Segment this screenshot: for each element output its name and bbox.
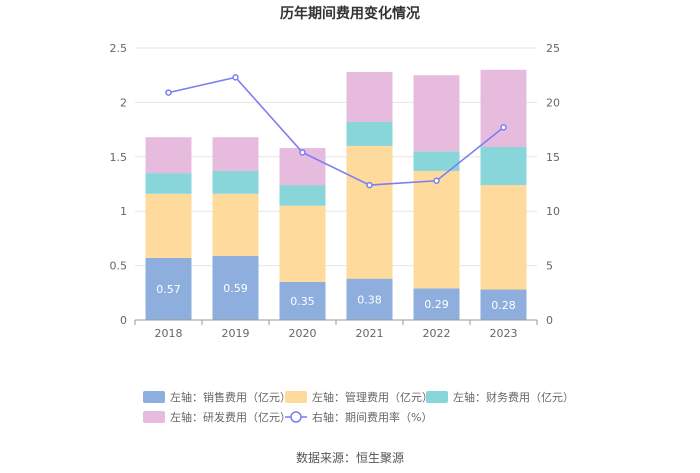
rate-point [366,181,373,189]
x-tick-label: 2022 [423,327,451,340]
bar-segment [212,170,259,194]
legend-label: 左轴：研发费用（亿元） [170,410,291,424]
legend-swatch [285,391,307,403]
bar-segment [413,75,460,152]
left-tick-label: 0.5 [110,260,128,273]
bar-data-label: 0.28 [491,299,516,312]
bar-segment [480,289,527,320]
bar-segment [279,185,326,206]
bar-segment [346,71,393,122]
bar-data-label: 0.35 [290,295,315,308]
legend-marker [290,411,302,423]
bar-segment [212,255,259,320]
bar-segment [145,137,192,174]
line-series [165,74,507,189]
x-tick-label: 2019 [222,327,250,340]
bar-segment [413,170,460,289]
legend-item[interactable]: 右轴：期间费用率（%） [285,410,432,424]
bar-segment [480,185,527,290]
rate-point [500,124,507,131]
legend-label: 右轴：期间费用率（%） [312,410,432,424]
bar-segment [145,173,192,194]
rate-point [232,74,239,81]
left-tick-label: 1 [120,205,127,218]
bar-segment [413,288,460,320]
left-tick-label: 2 [120,96,127,109]
bar-data-label: 0.29 [424,298,449,311]
right-tick-label: 0 [546,314,553,327]
bar-series: 0.57 0.59 0.35 0.38 0.29 0.28 [145,69,527,320]
x-axis: 2018 2019 2020 2021 2022 2023 [134,320,538,340]
bar-data-label: 0.57 [156,283,181,296]
legend-label: 左轴：财务费用（亿元） [453,390,574,404]
bar-segment [480,69,527,148]
bar-segment [346,121,393,146]
right-axis: 0 5 10 15 20 25 [546,42,560,327]
right-tick-label: 15 [546,151,560,164]
bar-segment [346,145,393,279]
bar-segment [346,278,393,320]
x-tick-label: 2021 [356,327,384,340]
bar-segment [145,257,192,320]
legend-swatch [143,411,165,423]
x-tick-label: 2018 [155,327,183,340]
legend-label: 左轴：管理费用（亿元） [312,390,433,404]
left-tick-label: 0 [120,314,127,327]
legend: 左轴：销售费用（亿元） 左轴：管理费用（亿元） 左轴：财务费用（亿元） 左轴：研发费用… [143,390,574,424]
legend-label: 左轴：销售费用（亿元） [170,390,291,404]
bar-segment [413,151,460,171]
source-note: 数据来源：恒生聚源 [296,450,404,465]
bar-segment [212,193,259,256]
bar-segment [480,147,527,186]
bar-data-label: 0.59 [223,282,248,295]
x-tick-label: 2020 [289,327,317,340]
rate-point [299,149,306,156]
rate-point [433,177,440,184]
legend-swatch [143,391,165,403]
legend-item[interactable]: 左轴：管理费用（亿元） [285,390,433,404]
legend-swatch [426,391,448,403]
left-tick-label: 2.5 [110,42,128,55]
x-tick-label: 2023 [490,327,518,340]
grid-lines [135,47,537,267]
chart-title: 历年期间费用变化情况 [280,5,420,22]
legend-item[interactable]: 左轴：销售费用（亿元） [143,390,291,404]
right-tick-label: 10 [546,205,560,218]
bar-segment [212,137,259,171]
rate-line [168,76,504,186]
bar-data-label: 0.38 [357,293,382,306]
left-axis: 0 0.5 1 1.5 2 2.5 [110,42,128,327]
rate-point [165,89,172,96]
bar-segment [279,281,326,320]
left-tick-label: 1.5 [110,151,128,164]
bar-segment [279,205,326,282]
legend-item[interactable]: 左轴：研发费用（亿元） [143,410,291,424]
bar-segment [145,193,192,258]
legend-item[interactable]: 左轴：财务费用（亿元） [426,390,574,404]
right-tick-label: 20 [546,96,560,109]
right-tick-label: 5 [546,260,553,273]
right-tick-label: 25 [546,42,560,55]
